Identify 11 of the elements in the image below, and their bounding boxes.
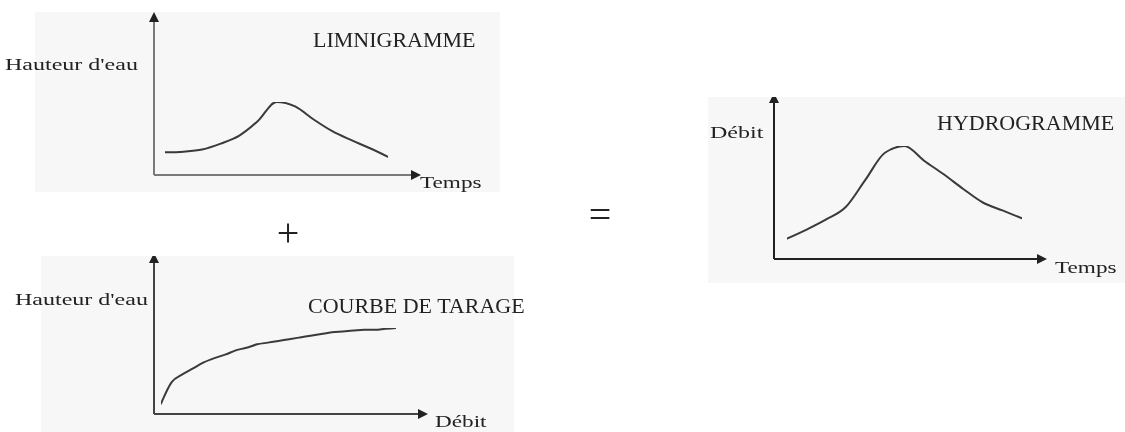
x-axis-title: Temps (1055, 259, 1117, 276)
y-axis-title: Hauteur d'eau (15, 291, 148, 308)
chart-title: LIMNIGRAMME (313, 29, 476, 51)
y-axis-title: Hauteur d'eau (5, 56, 138, 73)
chart-title: HYDROGRAMME (937, 112, 1115, 134)
y-axis-title: Débit (710, 124, 764, 141)
chart-title: COURBE DE TARAGE (308, 295, 525, 317)
text: + (276, 210, 300, 255)
x-axis-title: Temps (420, 174, 482, 191)
x-axis-title: Débit (435, 413, 487, 430)
text: = (588, 192, 612, 237)
